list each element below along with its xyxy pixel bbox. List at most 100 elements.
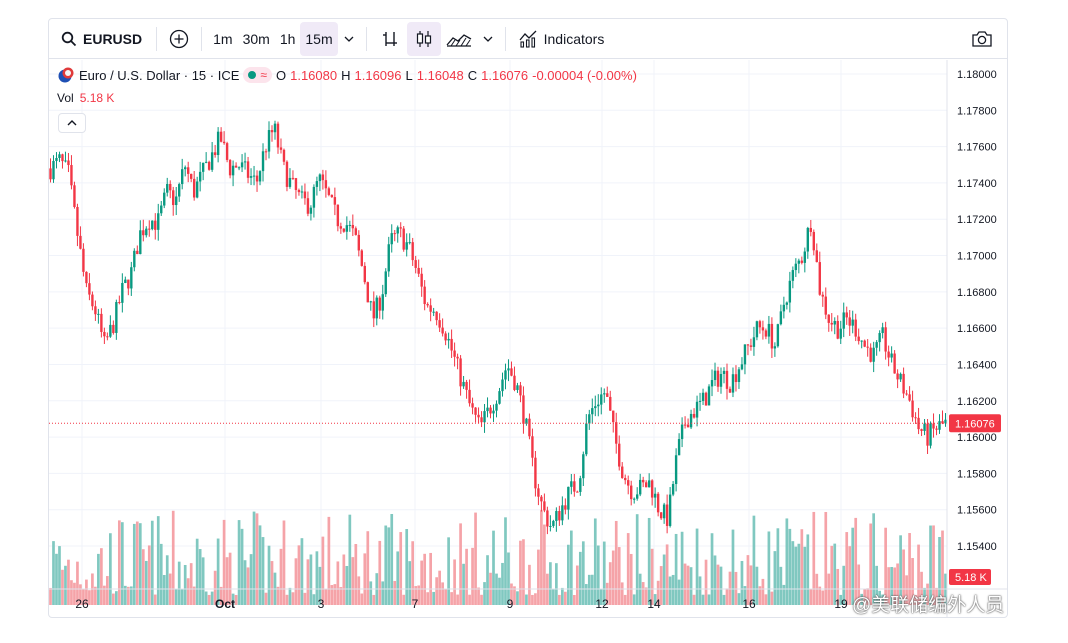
candle-body — [767, 323, 771, 337]
candle-body — [106, 336, 109, 338]
candle-body — [489, 407, 492, 414]
candle-body — [824, 296, 827, 315]
price-chart[interactable]: 1.18000 1.17800 1.17600 1.17400 1.17200 1.170… — [49, 19, 1007, 617]
low-label: L — [405, 67, 413, 83]
volume-bar — [138, 523, 142, 605]
volume-bar — [531, 594, 534, 605]
candle-body — [665, 504, 669, 526]
candle-body — [513, 375, 516, 390]
volume-bar — [129, 586, 133, 605]
indicators-button[interactable]: Indicators — [512, 22, 611, 56]
chevron-down-icon — [483, 36, 493, 42]
volume-bar — [767, 531, 771, 605]
series-legend: Euro / U.S. Dollar · 15 · ICE ≈ O 1.16080… — [57, 66, 637, 84]
candle-body — [558, 511, 561, 521]
volume-bar — [839, 594, 843, 605]
candle-body — [635, 494, 639, 499]
x-tick-label: 7 — [412, 597, 419, 611]
candle-body — [872, 347, 875, 362]
x-tick-label: 9 — [507, 597, 514, 611]
candle-body — [806, 227, 810, 252]
volume-bar — [357, 576, 361, 605]
candle-body — [154, 220, 157, 230]
volume-bar — [881, 594, 884, 605]
volume-bar — [135, 521, 139, 605]
interval-1h-button[interactable]: 1h — [279, 30, 296, 47]
volume-bar — [845, 532, 849, 605]
candle-body — [387, 244, 390, 272]
volume-bar — [884, 527, 887, 605]
area-style-button[interactable] — [441, 22, 477, 56]
candle-body — [390, 233, 393, 245]
volume-bar — [336, 561, 340, 605]
volume-bar — [866, 588, 870, 605]
market-status[interactable]: ≈ — [243, 67, 272, 83]
plus-circle-icon — [169, 29, 189, 48]
candle-body — [773, 346, 777, 349]
candle-body — [115, 302, 118, 333]
candle-body — [258, 171, 262, 182]
candle-body — [935, 428, 938, 430]
candle-body — [734, 374, 738, 383]
interval-30m-button[interactable]: 30m — [242, 30, 270, 47]
candle-body — [103, 331, 106, 337]
candle-body — [534, 457, 537, 489]
candle-body — [609, 396, 612, 411]
interval-1m-button[interactable]: 1m — [213, 30, 233, 47]
volume-bar — [770, 591, 774, 605]
volume-bar — [525, 594, 528, 605]
volume-bar — [189, 563, 193, 605]
candle-body — [776, 324, 780, 347]
candle-body — [396, 227, 399, 234]
volume-bar — [321, 536, 325, 605]
candle-body — [782, 304, 786, 312]
volume-bar — [713, 555, 717, 605]
volume-bar — [704, 559, 708, 605]
collapse-legend-button[interactable] — [58, 113, 86, 133]
volume-bar — [477, 587, 480, 605]
candle-body — [618, 443, 621, 467]
candle-body — [363, 265, 366, 283]
volume-bar — [683, 563, 687, 605]
interval-15m-button[interactable]: 15m — [300, 21, 338, 56]
volume-bar — [459, 523, 462, 605]
candle-body — [941, 421, 944, 424]
interval-dropdown-button[interactable] — [338, 22, 360, 56]
snapshot-button[interactable] — [965, 22, 999, 56]
volume-bar — [773, 551, 777, 605]
candle-body — [656, 493, 660, 513]
candle-body — [285, 161, 289, 187]
volume-bar — [82, 588, 85, 605]
candle-body — [345, 225, 349, 232]
compare-add-button[interactable] — [163, 22, 195, 56]
volume-bar — [144, 560, 148, 605]
candle-body — [905, 393, 908, 395]
candle-body — [375, 297, 378, 319]
volume-bar — [381, 581, 385, 605]
candle-body — [594, 406, 597, 409]
candle-body — [492, 410, 495, 414]
candle-body — [64, 160, 67, 162]
volume-bar — [480, 594, 483, 605]
symbol-search-button[interactable]: EURUSD — [57, 22, 150, 56]
volume-bar — [893, 567, 896, 605]
candle-body — [342, 228, 346, 232]
candle-body — [926, 423, 929, 446]
volume-bar — [620, 582, 624, 605]
volume-bar — [207, 594, 211, 605]
chart-type-dropdown-button[interactable] — [477, 22, 499, 56]
volume-bar — [150, 520, 154, 605]
volume-bar — [109, 533, 112, 605]
volume-bar — [79, 584, 82, 605]
candle-body — [863, 340, 866, 347]
bar-style-button[interactable] — [373, 22, 407, 56]
y-tick-label: 1.18000 — [957, 69, 997, 81]
volume-bar — [911, 558, 914, 605]
volume-bar — [192, 586, 196, 605]
candle-body — [309, 207, 313, 214]
candle-body — [61, 154, 64, 162]
candle-body — [270, 130, 274, 133]
volume-bar — [441, 582, 444, 605]
candles-style-button[interactable] — [406, 21, 441, 56]
y-tick-label: 1.16600 — [957, 323, 997, 335]
